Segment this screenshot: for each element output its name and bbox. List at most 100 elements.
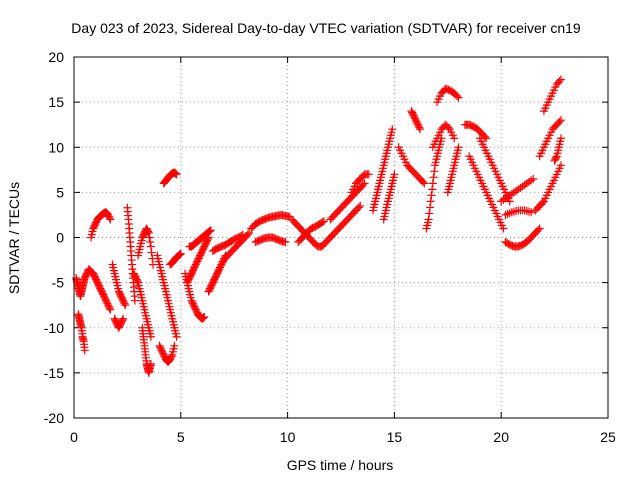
data-point xyxy=(529,174,538,183)
data-point xyxy=(106,215,115,224)
data-point xyxy=(146,332,155,341)
series-s6 xyxy=(110,314,128,332)
data-point xyxy=(359,180,368,189)
data-point xyxy=(205,227,214,236)
data-point xyxy=(133,277,142,286)
data-point xyxy=(167,352,176,361)
data-point xyxy=(453,92,462,101)
data-point xyxy=(454,143,463,152)
series-s41 xyxy=(501,224,544,251)
y-tick-label: 0 xyxy=(56,230,64,246)
series-s15 xyxy=(181,269,209,323)
data-point xyxy=(281,238,290,247)
data-points xyxy=(72,75,566,377)
data-point xyxy=(105,304,114,313)
series-s13 xyxy=(155,341,179,367)
series-s20 xyxy=(219,228,254,265)
data-point xyxy=(557,75,566,84)
data-point xyxy=(170,341,179,350)
series-s45 xyxy=(550,134,566,165)
data-point xyxy=(319,217,328,226)
data-point xyxy=(171,169,180,178)
series-s17 xyxy=(183,233,213,287)
series-s12 xyxy=(159,168,181,188)
data-point xyxy=(420,179,429,188)
data-point xyxy=(527,208,536,217)
plot-frame xyxy=(73,56,609,419)
data-point xyxy=(243,230,252,239)
data-point xyxy=(388,125,397,134)
data-point xyxy=(512,207,521,216)
data-point xyxy=(176,250,185,259)
data-point xyxy=(318,218,327,227)
x-axis-label: GPS time / hours xyxy=(287,457,394,473)
data-point xyxy=(356,201,365,210)
data-point xyxy=(121,301,130,310)
series-s27 xyxy=(347,170,373,197)
data-point xyxy=(416,125,425,134)
data-point xyxy=(390,170,399,179)
data-point xyxy=(555,77,564,86)
data-point xyxy=(520,206,529,215)
data-point xyxy=(145,233,154,242)
data-point xyxy=(172,170,181,179)
data-point xyxy=(171,169,180,178)
data-point xyxy=(418,177,427,186)
series-s36 xyxy=(460,120,491,143)
data-point xyxy=(454,93,463,102)
series-s42 xyxy=(531,161,566,215)
x-tick-label: 20 xyxy=(493,429,509,445)
data-point xyxy=(105,213,114,222)
data-point xyxy=(199,313,208,322)
data-point xyxy=(144,228,153,237)
data-point xyxy=(428,179,437,188)
series-s40 xyxy=(501,206,536,219)
series-s4 xyxy=(87,208,115,242)
data-point xyxy=(535,224,544,233)
data-point xyxy=(118,316,127,325)
x-tick-label: 25 xyxy=(600,429,616,445)
series-s5 xyxy=(108,260,130,310)
data-point xyxy=(354,203,363,212)
data-point xyxy=(176,249,185,258)
data-point xyxy=(444,123,453,132)
data-point xyxy=(429,173,438,182)
y-tick-label: 5 xyxy=(56,184,64,200)
series-s38 xyxy=(475,134,514,206)
y-tick-label: 15 xyxy=(48,94,64,110)
series-s11 xyxy=(153,251,181,341)
series-s7 xyxy=(123,203,139,305)
data-point xyxy=(172,332,181,341)
data-point xyxy=(245,228,254,237)
series-s3 xyxy=(82,265,115,314)
data-point xyxy=(430,167,439,176)
data-point xyxy=(80,346,89,355)
series-s14 xyxy=(166,249,185,269)
x-tick-label: 5 xyxy=(177,429,185,445)
data-point xyxy=(206,226,215,235)
series-s19 xyxy=(208,230,247,256)
series-s1 xyxy=(72,269,91,301)
series-s9 xyxy=(138,323,155,377)
data-point xyxy=(364,170,373,179)
series-s32 xyxy=(422,134,446,233)
data-point xyxy=(424,215,433,224)
data-point xyxy=(538,198,547,207)
series-s2 xyxy=(74,310,89,355)
series-s30 xyxy=(394,143,429,188)
chart-title: Day 023 of 2023, Sidereal Day-to-day VTE… xyxy=(71,20,581,36)
data-point xyxy=(130,296,139,305)
data-point xyxy=(203,235,212,244)
data-point xyxy=(198,314,207,323)
data-point xyxy=(555,117,564,126)
series-s44 xyxy=(539,75,566,116)
data-point xyxy=(522,207,531,216)
axis-ticks: 0 5 10 15 20 25 -20 -15 -10 -5 0 5 10 15 20 xyxy=(44,49,616,445)
x-tick-label: 0 xyxy=(70,429,78,445)
data-point xyxy=(557,161,566,170)
series-s28 xyxy=(369,125,397,215)
data-point xyxy=(147,248,156,257)
data-point xyxy=(175,250,184,259)
data-point xyxy=(146,238,155,247)
